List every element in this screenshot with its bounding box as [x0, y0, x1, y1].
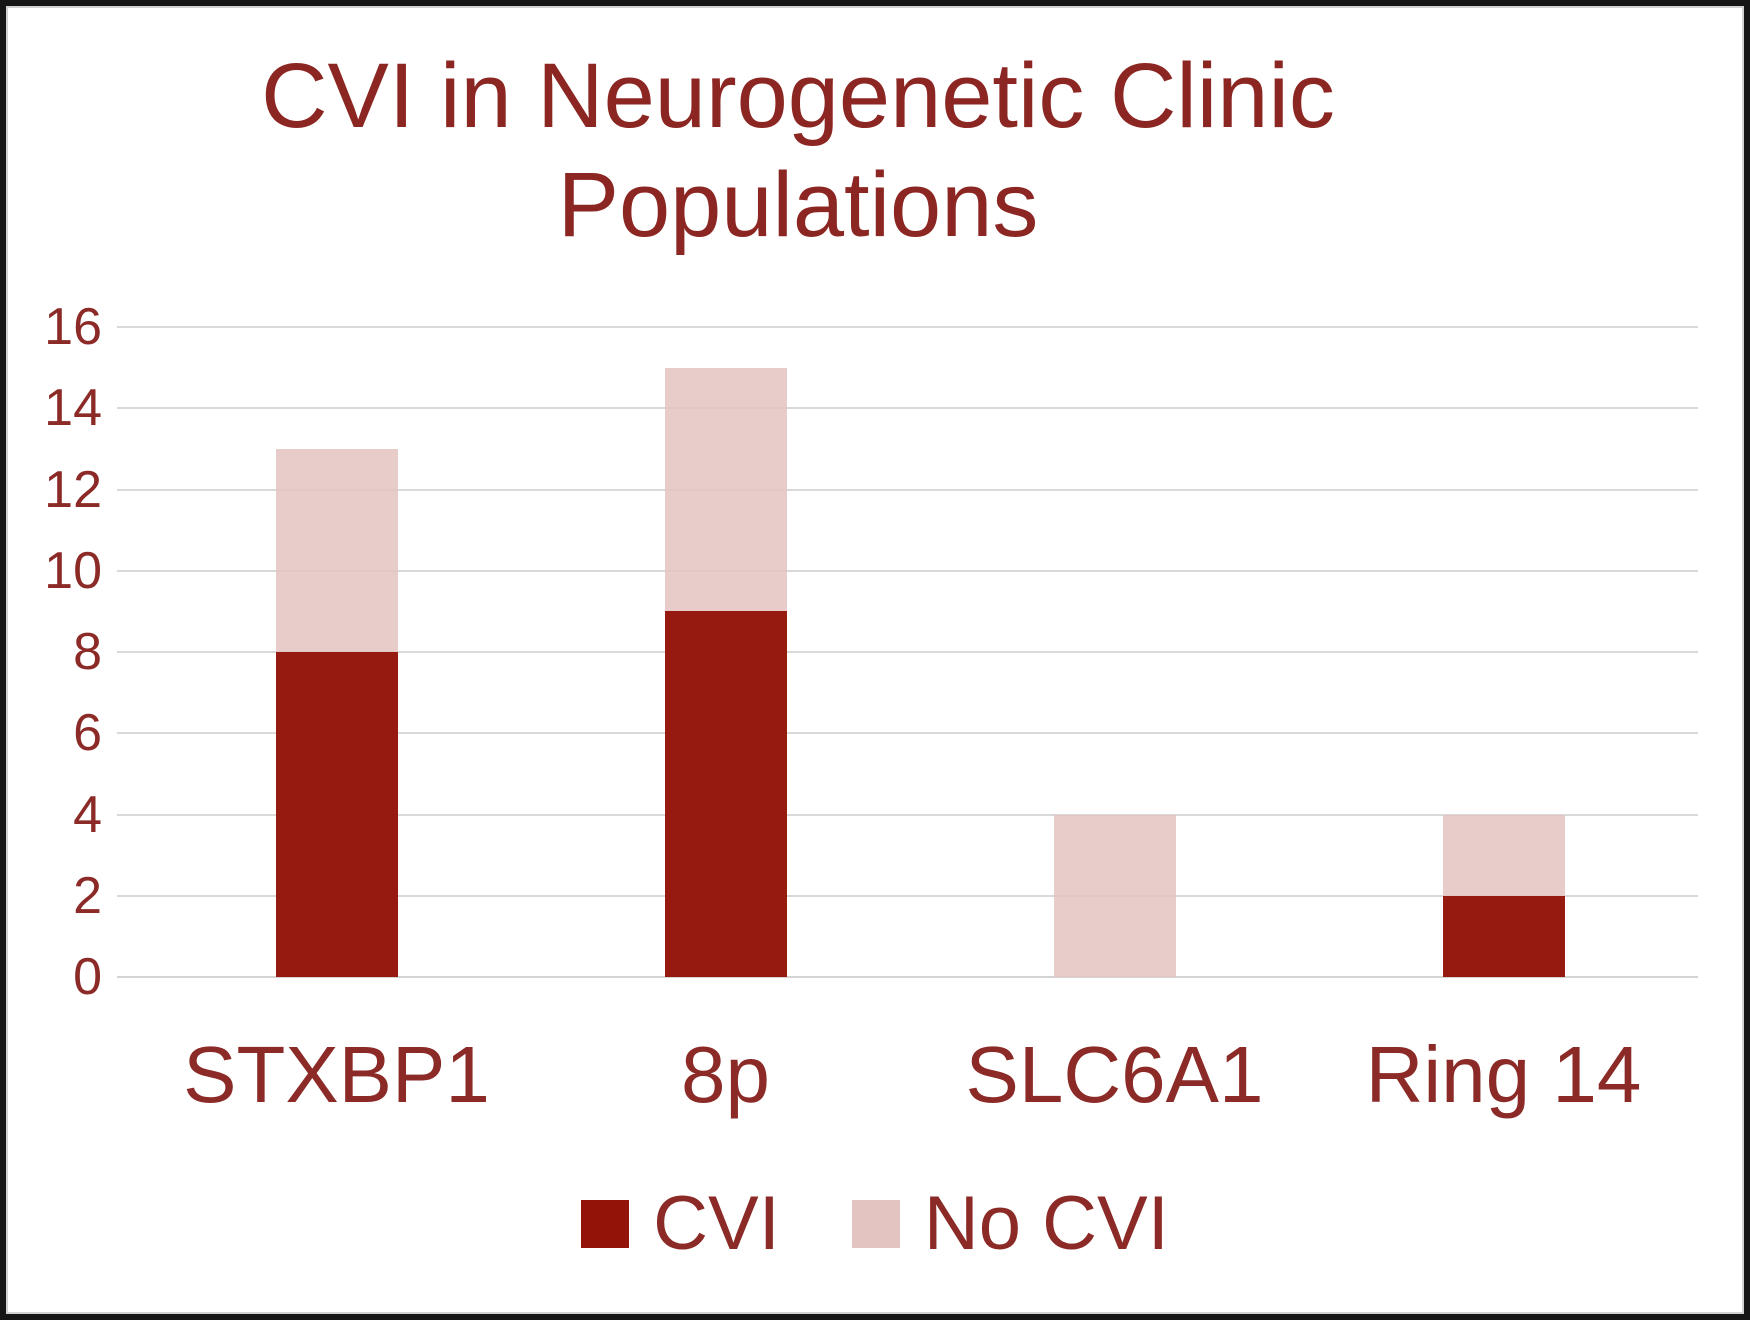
legend-label: CVI — [653, 1181, 780, 1266]
stacked-bar-8p — [664, 327, 787, 977]
x-axis-label-ring-14: Ring 14 — [1365, 1030, 1642, 1119]
gridline-y16 — [117, 326, 1698, 328]
category-slot-slc6a1: SLC6A1 — [920, 327, 1309, 1115]
bar-segment-cvi-8p — [664, 611, 787, 977]
y-axis-tick-4: 4 — [73, 785, 102, 844]
chart-frame: CVI in Neurogenetic Clinic Populations 0… — [6, 6, 1744, 1314]
plot-area: 0 2 4 6 8 10 12 14 16 STXBP1 8p SLC6A1 Ring 14 — [44, 301, 1698, 1115]
gridline-y12 — [117, 488, 1698, 491]
y-axis-tick-14: 14 — [44, 379, 102, 438]
y-axis-tick-2: 2 — [73, 866, 102, 925]
legend-item-no-cvi: No CVI — [851, 1181, 1169, 1266]
x-axis-label-stxbp1: STXBP1 — [183, 1030, 490, 1119]
bar-segment-cvi-ring-14 — [1442, 895, 1565, 977]
bar-segment-no-cvi-stxbp1 — [275, 448, 398, 652]
y-axis-tick-8: 8 — [73, 623, 102, 681]
legend-item-cvi: CVI — [581, 1186, 780, 1262]
gridline-y10 — [117, 569, 1698, 572]
y-axis-tick-0: 0 — [73, 948, 102, 1006]
legend: CVI No CVI — [8, 1186, 1742, 1262]
y-axis-tick-12: 12 — [44, 460, 102, 519]
legend-swatch-icon — [581, 1200, 630, 1248]
x-axis-label-slc6a1: SLC6A1 — [965, 1030, 1264, 1119]
bar-segment-no-cvi-slc6a1 — [1053, 814, 1176, 977]
stacked-bar-stxbp1 — [275, 327, 398, 977]
legend-swatch-icon — [851, 1200, 900, 1248]
y-axis-tick-10: 10 — [44, 541, 102, 600]
legend-label: No CVI — [923, 1181, 1169, 1266]
gridline-y8 — [117, 651, 1698, 653]
gridline-y6 — [117, 732, 1698, 735]
gridline-y14 — [117, 407, 1698, 410]
stacked-bar-ring-14 — [1442, 327, 1565, 977]
y-axis-tick-6: 6 — [73, 704, 102, 763]
chart-title: CVI in Neurogenetic Clinic Populations — [261, 45, 1335, 256]
category-slot-ring-14: Ring 14 — [1309, 327, 1698, 1115]
stacked-bar-slc6a1 — [1053, 327, 1176, 977]
bar-segment-no-cvi-8p — [664, 367, 787, 612]
y-axis-tick-16: 16 — [44, 298, 102, 356]
gridline-y0 — [117, 976, 1698, 978]
category-slot-8p: 8p — [531, 327, 920, 1115]
gridline-y4 — [117, 813, 1698, 816]
x-axis-label-8p: 8p — [681, 1030, 770, 1119]
gridline-y2 — [117, 894, 1698, 897]
bar-segment-no-cvi-ring-14 — [1442, 814, 1565, 896]
bar-segment-cvi-stxbp1 — [275, 652, 398, 977]
category-slot-stxbp1: STXBP1 — [142, 327, 531, 1115]
